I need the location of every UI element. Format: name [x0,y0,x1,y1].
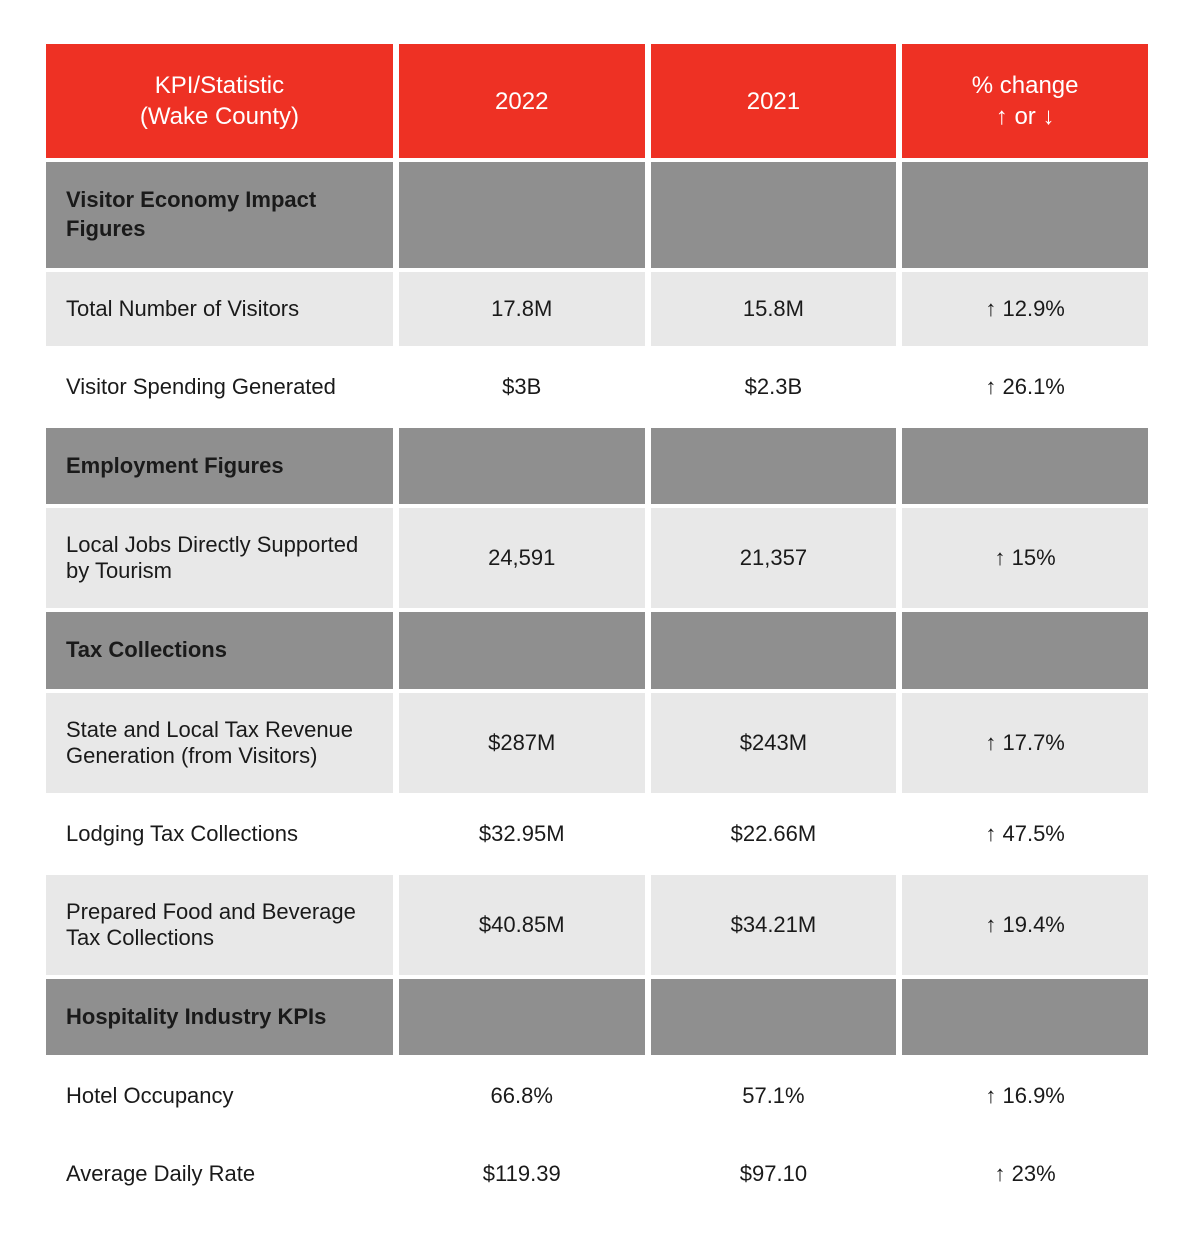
kpi-label-cell: Average Daily Rate [46,1137,393,1211]
section-title-label: Tax Collections [66,636,346,665]
data-row: Average Daily Rate $119.39 $97.10 ↑ 23% [46,1137,1148,1211]
value-2021-cell: 21,357 [651,508,897,608]
percent-change-cell: ↑ 15% [902,508,1148,608]
data-row: Lodging Tax Collections $32.95M $22.66M … [46,797,1148,871]
percent-change-cell: ↑ 12.9% [902,272,1148,346]
kpi-label-cell: Total Number of Visitors [46,272,393,346]
percent-change-cell: ↑ 17.7% [902,693,1148,793]
value-2022-cell: 24,591 [399,508,645,608]
value-2021-cell: $22.66M [651,797,897,871]
section-empty-cell [651,979,897,1056]
section-empty-cell [399,612,645,689]
data-row: State and Local Tax Revenue Generation (… [46,693,1148,793]
section-title-label: Employment Figures [66,452,346,481]
value-2022-cell: $287M [399,693,645,793]
section-row: Employment Figures [46,428,1148,505]
value-2022-cell: 66.8% [399,1059,645,1133]
data-row: Total Number of Visitors 17.8M 15.8M ↑ 1… [46,272,1148,346]
data-row: Local Jobs Directly Supported by Tourism… [46,508,1148,608]
section-empty-cell [399,428,645,505]
section-empty-cell [902,612,1148,689]
value-2021-cell: $34.21M [651,875,897,975]
table-body: Visitor Economy Impact Figures Total Num… [46,162,1148,1211]
value-2022-cell: $40.85M [399,875,645,975]
section-title-cell: Employment Figures [46,428,393,505]
value-2022-cell: $119.39 [399,1137,645,1211]
kpi-label-cell: Prepared Food and Beverage Tax Collectio… [46,875,393,975]
kpi-label-cell: Visitor Spending Generated [46,350,393,424]
section-empty-cell [399,162,645,267]
section-title-label: Visitor Economy Impact Figures [66,186,346,243]
section-empty-cell [902,428,1148,505]
value-2021-cell: $97.10 [651,1137,897,1211]
section-title-cell: Tax Collections [46,612,393,689]
percent-change-cell: ↑ 16.9% [902,1059,1148,1133]
section-row: Visitor Economy Impact Figures [46,162,1148,267]
data-row: Hotel Occupancy 66.8% 57.1% ↑ 16.9% [46,1059,1148,1133]
value-2021-cell: $2.3B [651,350,897,424]
header-col1-line2: (Wake County) [140,103,299,130]
value-2022-cell: $32.95M [399,797,645,871]
section-row: Hospitality Industry KPIs [46,979,1148,1056]
header-year-2022: 2022 [399,44,645,158]
section-empty-cell [651,612,897,689]
header-percent-change: % change ↑ or ↓ [902,44,1148,158]
section-empty-cell [651,162,897,267]
kpi-label-cell: Lodging Tax Collections [46,797,393,871]
header-col4-line1: % change [972,72,1079,99]
section-title-cell: Visitor Economy Impact Figures [46,162,393,267]
value-2022-cell: $3B [399,350,645,424]
percent-change-cell: ↑ 19.4% [902,875,1148,975]
kpi-label-cell: State and Local Tax Revenue Generation (… [46,693,393,793]
section-empty-cell [902,162,1148,267]
value-2021-cell: 15.8M [651,272,897,346]
percent-change-cell: ↑ 26.1% [902,350,1148,424]
section-title-cell: Hospitality Industry KPIs [46,979,393,1056]
section-title-label: Hospitality Industry KPIs [66,1003,346,1032]
percent-change-cell: ↑ 47.5% [902,797,1148,871]
kpi-label-cell: Local Jobs Directly Supported by Tourism [46,508,393,608]
data-row: Prepared Food and Beverage Tax Collectio… [46,875,1148,975]
value-2021-cell: 57.1% [651,1059,897,1133]
value-2022-cell: 17.8M [399,272,645,346]
table-header: KPI/Statistic (Wake County) 2022 2021 % … [46,44,1148,158]
header-year-2021: 2021 [651,44,897,158]
section-row: Tax Collections [46,612,1148,689]
header-col4-line2: ↑ or ↓ [996,103,1055,130]
percent-change-cell: ↑ 23% [902,1137,1148,1211]
data-row: Visitor Spending Generated $3B $2.3B ↑ 2… [46,350,1148,424]
section-empty-cell [399,979,645,1056]
header-col1-line1: KPI/Statistic [155,72,284,99]
section-empty-cell [902,979,1148,1056]
section-empty-cell [651,428,897,505]
value-2021-cell: $243M [651,693,897,793]
kpi-statistics-table: KPI/Statistic (Wake County) 2022 2021 % … [40,40,1154,1215]
kpi-label-cell: Hotel Occupancy [46,1059,393,1133]
header-kpi-statistic: KPI/Statistic (Wake County) [46,44,393,158]
